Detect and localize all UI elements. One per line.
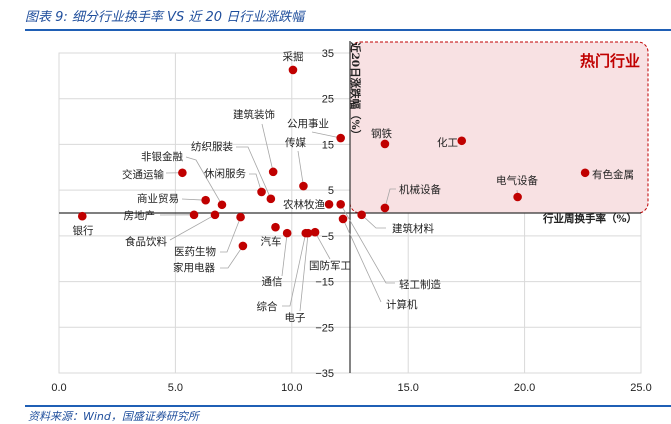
y-tick-label: 25 <box>322 94 334 106</box>
point-label: 钢铁 <box>371 127 392 140</box>
leader-line <box>220 217 241 252</box>
data-point <box>178 168 187 177</box>
data-point <box>236 213 245 222</box>
x-tick-label: 5.0 <box>168 382 183 394</box>
data-point <box>211 211 220 220</box>
point-label: 交通运输 <box>122 168 164 181</box>
data-point <box>267 195 276 204</box>
point-label: 电气设备 <box>496 174 538 187</box>
data-point <box>339 215 348 224</box>
data-point <box>513 193 522 202</box>
data-point <box>271 223 280 232</box>
point-label: 汽车 <box>261 235 282 248</box>
point-label: 家用电器 <box>173 261 215 274</box>
point-label: 国防军工 <box>309 259 351 272</box>
point-label: 机械设备 <box>399 183 441 196</box>
leader-line <box>312 132 341 138</box>
x-tick-label: 15.0 <box>397 382 418 394</box>
point-label: 综合 <box>257 300 278 313</box>
point-label: 商业贸易 <box>137 192 179 205</box>
data-point <box>190 211 199 220</box>
leader-line <box>262 124 273 172</box>
data-point <box>336 134 345 143</box>
point-label: 有色金属 <box>592 168 634 181</box>
data-point <box>357 211 366 220</box>
point-label: 建筑材料 <box>392 222 434 235</box>
x-axis-label: 行业周换手率（%） <box>542 212 637 225</box>
y-tick-label: 15 <box>322 139 334 151</box>
data-point <box>283 229 292 238</box>
data-point <box>457 136 466 145</box>
footer-divider <box>25 405 671 407</box>
point-label: 建筑装饰 <box>233 108 275 121</box>
data-point <box>257 188 266 197</box>
point-label: 食品饮料 <box>125 235 167 248</box>
x-tick-label: 10.0 <box>281 382 302 394</box>
data-point <box>299 182 308 191</box>
data-point <box>269 168 278 177</box>
point-label: 休闲服务 <box>204 167 246 180</box>
point-label: 化工 <box>437 136 458 149</box>
hot-region-label: 热门行业 <box>580 52 640 70</box>
point-label: 通信 <box>262 276 283 288</box>
data-point <box>201 196 210 205</box>
y-tick-label: 35 <box>322 48 334 60</box>
point-label: 农林牧渔 <box>283 198 325 211</box>
x-tick-label: 0.0 <box>51 382 66 394</box>
y-tick-label: −35 <box>315 368 334 380</box>
point-label: 纺织服装 <box>191 140 233 153</box>
point-label: 电子 <box>285 311 306 324</box>
leader-line <box>300 233 308 311</box>
point-label: 传媒 <box>285 136 306 149</box>
leader-line <box>220 246 243 268</box>
leader-line <box>298 151 303 186</box>
data-point <box>581 168 590 177</box>
data-point <box>218 200 227 209</box>
x-tick-label: 25.0 <box>630 382 651 394</box>
y-tick-label: 5 <box>328 185 334 197</box>
scatter-chart: 热门行业 35 25 15 5 −5 −15 −25 −35 0.0 5.0 10.0 15.0 20.… <box>0 0 671 400</box>
y-tick-label: −25 <box>315 322 334 334</box>
data-point <box>381 140 390 149</box>
y-tick-label: −5 <box>321 231 334 243</box>
point-label: 轻工制造 <box>399 278 441 291</box>
y-axis-label: 近20日涨跌幅（%） <box>349 42 362 140</box>
data-point <box>381 204 390 213</box>
data-point <box>311 228 320 237</box>
point-label: 公用事业 <box>287 117 329 130</box>
point-label: 非银金融 <box>141 150 183 163</box>
data-point <box>78 212 87 221</box>
leader-line <box>282 233 287 276</box>
data-point <box>336 200 345 209</box>
data-point <box>239 242 248 251</box>
y-tick-label: −15 <box>315 277 334 289</box>
data-point <box>325 200 334 209</box>
point-label: 房地产 <box>124 209 156 222</box>
data-point <box>289 66 298 75</box>
point-label: 计算机 <box>386 298 418 311</box>
point-label: 医药生物 <box>174 245 216 258</box>
x-tick-label: 20.0 <box>514 382 535 394</box>
point-label: 采掘 <box>283 50 304 63</box>
point-label: 银行 <box>73 224 94 237</box>
